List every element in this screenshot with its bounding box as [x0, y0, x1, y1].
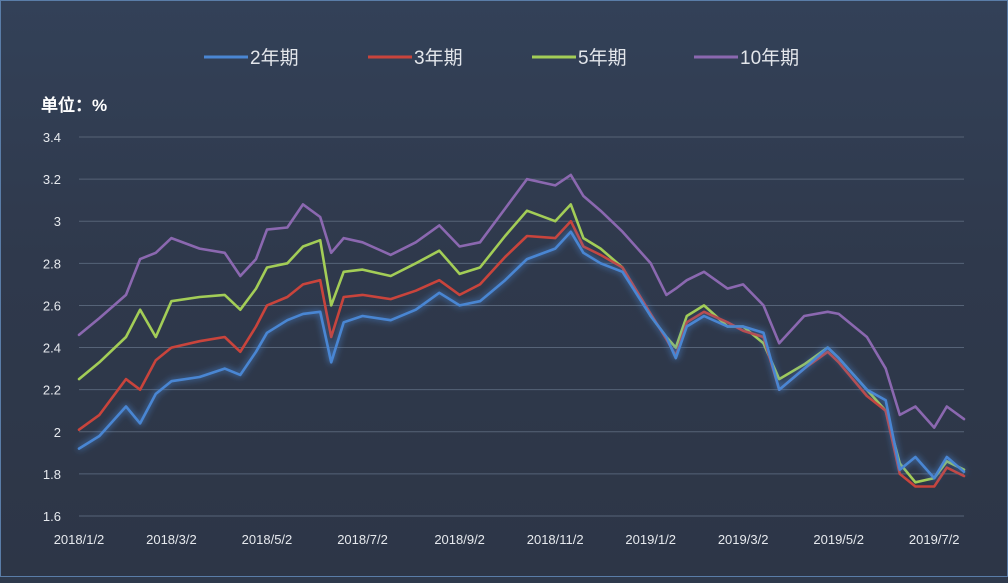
unit-label: 单位：%: [41, 95, 107, 115]
x-tick-label: 2019/7/2: [909, 532, 960, 547]
series-line-2: [77, 219, 966, 488]
y-tick-label: 3.4: [43, 130, 61, 145]
x-tick-label: 2019/1/2: [625, 532, 676, 547]
x-tick-label: 2018/11/2: [527, 532, 584, 547]
y-tick-label: 3.2: [43, 172, 61, 187]
x-tick-label: 2019/5/2: [813, 532, 864, 547]
x-tick-label: 2018/1/2: [54, 532, 105, 547]
legend-label: 5年期: [578, 47, 627, 69]
x-tick-label: 2018/7/2: [337, 532, 388, 547]
y-tick-label: 1.8: [43, 467, 61, 482]
gridlines: [79, 136, 964, 517]
y-tick-label: 1.6: [43, 509, 61, 524]
y-tick-label: 2: [54, 425, 61, 440]
x-axis-ticks: 2018/1/2 2018/3/2 2018/5/2 2018/7/2 2018/9/2…: [54, 532, 960, 547]
legend-label: 10年期: [740, 47, 799, 69]
y-tick-label: 3: [54, 214, 61, 229]
x-tick-label: 2018/9/2: [434, 532, 485, 547]
y-tick-label: 2.2: [43, 383, 61, 398]
y-axis-ticks: 3.4 3.2 3 2.8 2.6 2.4 2.2 2 1.8 1.6: [43, 130, 61, 524]
y-tick-label: 2.4: [43, 341, 61, 356]
x-tick-label: 2018/5/2: [242, 532, 293, 547]
series-line-1: [77, 230, 966, 480]
legend-label: 2年期: [250, 47, 299, 69]
x-tick-label: 2018/3/2: [146, 532, 197, 547]
x-tick-label: 2019/3/2: [718, 532, 769, 547]
series-line-4: [77, 173, 966, 429]
legend-label: 3年期: [414, 47, 463, 69]
series-line-3: [77, 203, 966, 484]
legend: 2年期 3年期 5年期 10年期: [204, 47, 799, 69]
y-tick-label: 2.8: [43, 256, 61, 271]
y-tick-label: 2.6: [43, 298, 61, 313]
series-lines: [77, 173, 966, 488]
